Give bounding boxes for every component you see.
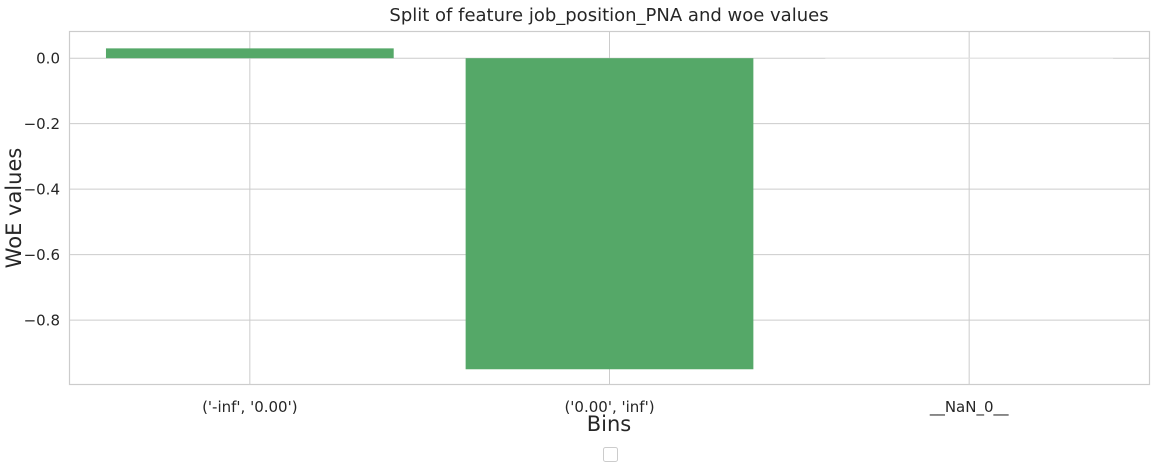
chart-title: Split of feature job_position_PNA and wo… xyxy=(389,5,828,26)
x-tick-label: ('-inf', '0.00') xyxy=(202,398,298,416)
plot-frame xyxy=(68,30,1151,386)
x-axis-label: Bins xyxy=(587,412,632,436)
x-tick-labels: ('-inf', '0.00') ('0.00', 'inf') __NaN_0__ xyxy=(202,398,1009,417)
y-tick-label: 0.0 xyxy=(36,50,60,68)
bar xyxy=(465,58,754,370)
y-tick-label: −0.6 xyxy=(24,246,60,264)
y-tick-label: −0.4 xyxy=(24,181,60,199)
bars xyxy=(105,48,1114,370)
bar xyxy=(105,48,394,59)
y-tick-label: −0.2 xyxy=(24,115,60,133)
y-axis-label: WoE values xyxy=(2,148,26,269)
x-tick-label: ('0.00', 'inf') xyxy=(564,398,654,416)
y-tick-labels: 0.0 −0.2 −0.4 −0.6 −0.8 xyxy=(24,50,60,330)
x-tick-label: __NaN_0__ xyxy=(929,398,1009,417)
y-tick-label: −0.8 xyxy=(24,312,60,330)
empty-legend-box xyxy=(603,447,618,462)
